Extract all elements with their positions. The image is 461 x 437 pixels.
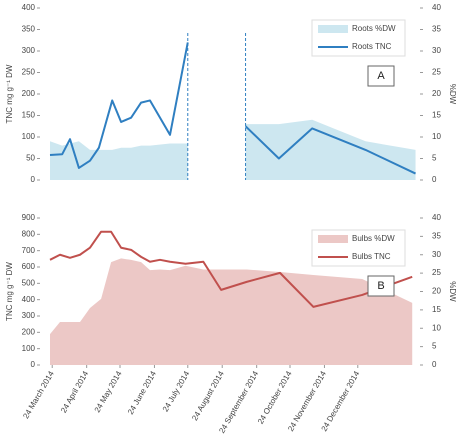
y-tick-label: 100 xyxy=(22,344,36,353)
legend-label: Bulbs TNC xyxy=(352,252,391,261)
y2-tick-label: 20 xyxy=(432,89,441,98)
annotation: A xyxy=(377,70,385,82)
series-line xyxy=(49,42,416,175)
x-tick-label: 24 March 2014 xyxy=(21,369,56,420)
legend-label: Bulbs %DW xyxy=(352,234,395,243)
legend-swatch xyxy=(318,235,348,243)
x-tick-label: 24 October 2014 xyxy=(256,369,294,426)
y2-tick-label: 30 xyxy=(432,250,441,259)
y-tick-label: 500 xyxy=(22,278,36,287)
x-tick-label: 24 July 2014 xyxy=(161,369,192,413)
y2-axis-title: %DW xyxy=(448,281,457,302)
y-tick-label: 400 xyxy=(22,295,36,304)
y2-axis-title: %DW xyxy=(448,84,457,105)
y2-tick-label: 25 xyxy=(432,268,441,277)
series-line xyxy=(49,230,413,308)
y-tick-label: 700 xyxy=(22,246,36,255)
x-tick-label: 24 April 2014 xyxy=(59,369,90,414)
y-tick-label: 0 xyxy=(31,360,36,369)
y2-tick-label: 35 xyxy=(432,231,441,240)
y-axis-title: TNC mg g⁻¹ DW xyxy=(5,64,14,123)
y-tick-label: 200 xyxy=(22,327,36,336)
y2-tick-label: 20 xyxy=(432,287,441,296)
y2-tick-label: 0 xyxy=(432,175,437,184)
y2-tick-label: 5 xyxy=(432,154,437,163)
y2-tick-label: 5 xyxy=(432,342,437,351)
y2-tick-label: 25 xyxy=(432,68,441,77)
y2-tick-label: 0 xyxy=(432,360,437,369)
y2-tick-label: 15 xyxy=(432,111,441,120)
y-tick-label: 50 xyxy=(26,154,35,163)
y-axis-title: TNC mg g⁻¹ DW xyxy=(5,262,14,321)
y-tick-label: 800 xyxy=(22,229,36,238)
area xyxy=(50,258,413,365)
y2-tick-label: 40 xyxy=(432,3,441,12)
y-tick-label: 100 xyxy=(22,132,36,141)
annotation-box xyxy=(367,65,395,87)
y-tick-label: 150 xyxy=(22,111,36,120)
y-tick-label: 300 xyxy=(22,46,36,55)
legend-label: Roots %DW xyxy=(352,24,396,33)
y-tick-label: 600 xyxy=(22,262,36,271)
y2-tick-label: 35 xyxy=(432,25,441,34)
y-tick-label: 250 xyxy=(22,68,36,77)
annotation: B xyxy=(377,280,384,292)
y-tick-label: 350 xyxy=(22,25,36,34)
y-tick-label: 0 xyxy=(31,175,36,184)
y2-tick-label: 15 xyxy=(432,305,441,314)
y-tick-label: 300 xyxy=(22,311,36,320)
y2-tick-label: 40 xyxy=(432,213,441,222)
x-tick-label: 24 August 2014 xyxy=(190,369,226,422)
x-tick-label: 24 December 2014 xyxy=(320,369,362,433)
x-tick-label: 24 June 2014 xyxy=(126,369,158,416)
x-tick-label: 24 September 2014 xyxy=(217,369,260,435)
legend-swatch xyxy=(318,25,348,33)
y-tick-label: 900 xyxy=(22,213,36,222)
x-tick-label: 24 May 2014 xyxy=(93,369,124,414)
y-tick-label: 200 xyxy=(22,89,36,98)
y2-tick-label: 10 xyxy=(432,323,441,332)
y-tick-label: 400 xyxy=(22,3,36,12)
legend-label: Roots TNC xyxy=(352,42,392,51)
y2-tick-label: 10 xyxy=(432,132,441,141)
area xyxy=(50,119,416,180)
annotation-box xyxy=(367,275,395,297)
y2-tick-label: 30 xyxy=(432,46,441,55)
